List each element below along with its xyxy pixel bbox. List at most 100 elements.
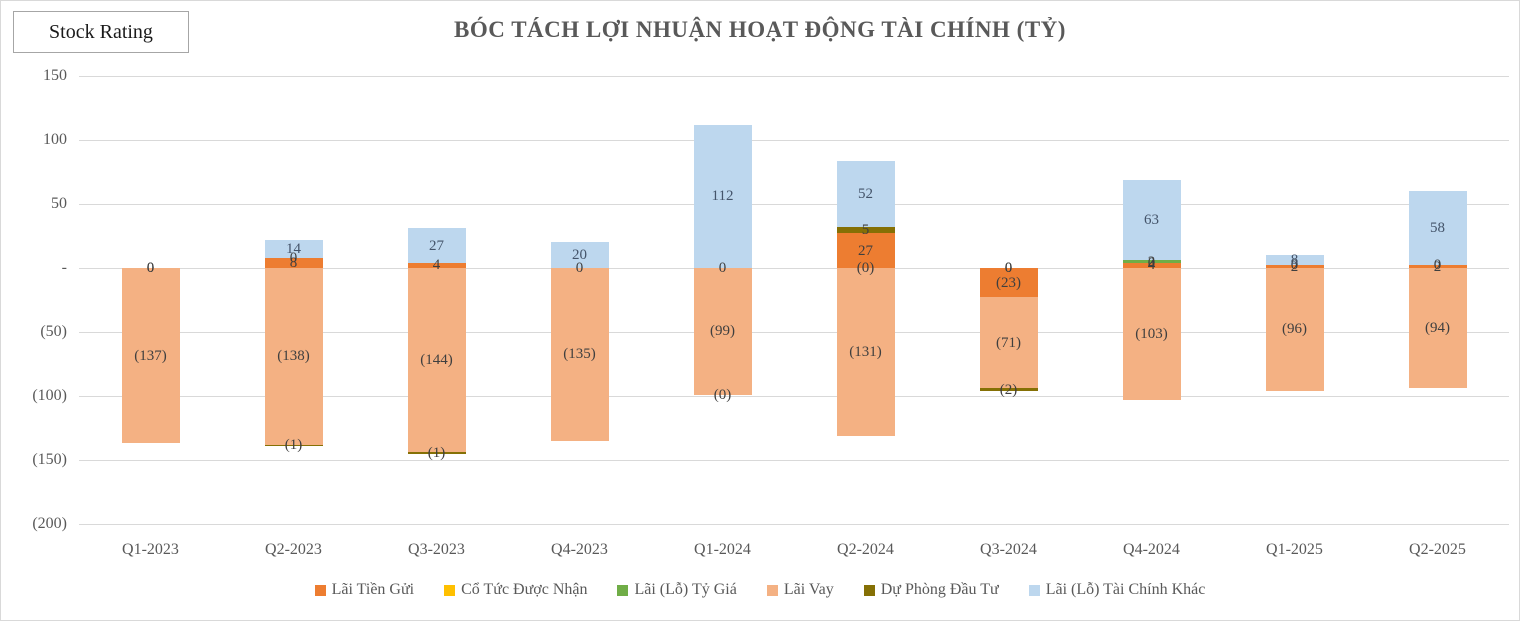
bar-segment-lai-lo-tai-chinh-khac (1122, 179, 1181, 261)
bar-segment-lai-tien-gui (1408, 265, 1467, 268)
bar-label-lai-vay: (94) (1425, 320, 1450, 337)
bar-label-lai-lo-tai-chinh-khac: 58 (1430, 220, 1445, 237)
bar-label-lai-vay: (131) (849, 343, 882, 360)
bar-label-lai-lo-tai-chinh-khac: 52 (858, 185, 873, 202)
bar-segment-du-phong-dau-tu (407, 452, 466, 454)
gridline (79, 524, 1509, 525)
bar-segment-lai-lo-tai-chinh-khac (836, 160, 895, 228)
stock-rating-badge: Stock Rating (13, 11, 189, 53)
gridline (79, 332, 1509, 333)
legend-label-lai-lo-tai-chinh-khac: Lãi (Lỗ) Tài Chính Khác (1045, 581, 1206, 598)
bar-segment-lai-vay (550, 268, 609, 441)
bar-label-lai-lo-tai-chinh-khac: 27 (429, 237, 444, 254)
legend-swatch-lai-tien-gui (314, 584, 326, 596)
bar-label-lai-lo-tai-chinh-khac: 14 (286, 240, 301, 257)
y-tick-label: 150 (43, 67, 67, 84)
gridline (79, 140, 1509, 141)
bar-label-co-tuc-duoc-nhan: 0 (1004, 260, 1013, 276)
legend-swatch-lai-lo-tai-chinh-khac (1028, 584, 1040, 596)
bar-label-lai-vay: (71) (996, 334, 1021, 351)
bar-segment-lai-lo-tai-chinh-khac (1265, 255, 1324, 266)
bar-segment-lai-vay (407, 268, 466, 453)
bar-segment-lai-lo-ty-gia (1122, 260, 1181, 263)
bar-label-lai-tien-gui: 4 (432, 257, 441, 274)
y-tick-label: (150) (32, 451, 67, 468)
bar-segment-lai-vay (1408, 268, 1467, 389)
bar-label-lai-lo-ty-gia: (0) (856, 260, 875, 276)
bar-label-lai-vay: (144) (420, 352, 453, 369)
bar-segment-lai-tien-gui (1265, 265, 1324, 268)
bar-label-du-phong-dau-tu: 5 (861, 222, 870, 239)
gridline (79, 396, 1509, 397)
bar-label-du-phong-dau-tu: (2) (999, 381, 1018, 398)
y-tick-label: (100) (32, 387, 67, 404)
bar-label-lai-vay: (103) (1135, 325, 1168, 342)
x-axis-label: Q1-2023 (122, 541, 179, 558)
y-tick-label: (50) (40, 323, 67, 340)
bar-segment-du-phong-dau-tu (264, 444, 323, 446)
bar-segment-lai-lo-tai-chinh-khac (693, 124, 752, 268)
bar-label-co-tuc-duoc-nhan: 0 (1433, 257, 1442, 274)
bar-label-lai-vay: (96) (1282, 321, 1307, 338)
bar-label-co-tuc-duoc-nhan: 0 (1290, 257, 1299, 274)
legend-label-du-phong-dau-tu: Dự Phòng Đầu Tư (880, 581, 999, 598)
legend: Lãi Tiền Gửi Cổ Tức Được Nhận Lãi (Lỗ) Tỷ … (1, 581, 1519, 599)
bar-label-lai-tien-gui: 4 (1147, 257, 1156, 274)
gridline (79, 460, 1509, 461)
bar-segment-lai-vay (121, 268, 180, 444)
bar-label-lai-tien-gui: 0 (146, 260, 155, 276)
bar-segment-lai-tien-gui (264, 257, 323, 268)
bar-segment-lai-lo-tai-chinh-khac (264, 239, 323, 258)
bar-label-lai-tien-gui: 2 (1290, 258, 1299, 275)
chart-title: BÓC TÁCH LỢI NHUẬN HOẠT ĐỘNG TÀI CHÍNH (… (454, 17, 1066, 42)
x-axis-label: Q3-2024 (980, 541, 1037, 558)
gridline (79, 268, 1509, 269)
bar-label-lai-tien-gui: 0 (575, 260, 584, 276)
bar-label-lai-vay: (138) (277, 348, 310, 365)
legend-item-du-phong-dau-tu: Dự Phòng Đầu Tư (863, 581, 999, 599)
gridline (79, 204, 1509, 205)
y-tick-label: - (61, 259, 67, 276)
bar-label-lai-lo-tai-chinh-khac: 63 (1144, 212, 1159, 228)
bar-segment-lai-tien-gui (1122, 262, 1181, 268)
x-axis-label: Q2-2023 (265, 541, 322, 558)
legend-label-lai-vay: Lãi Vay (783, 581, 834, 598)
bar-label-lai-lo-tai-chinh-khac: 20 (572, 247, 587, 264)
bar-label-lai-tien-gui: 0 (718, 260, 727, 276)
legend-label-co-tuc-duoc-nhan: Cổ Tức Được Nhận (461, 581, 588, 598)
bar-label-lai-vay: (99) (710, 323, 735, 340)
bar-label-lai-lo-ty-gia: 0 (146, 260, 155, 276)
legend-label-lai-lo-ty-gia: Lãi (Lỗ) Tỷ Giá (634, 581, 737, 598)
x-axis-label: Q2-2024 (837, 541, 894, 558)
bar-segment-du-phong-dau-tu (979, 388, 1038, 391)
bar-segment-lai-tien-gui (836, 233, 895, 268)
bar-label-du-phong-dau-tu: (1) (427, 445, 446, 461)
bar-segment-lai-lo-tai-chinh-khac (550, 242, 609, 268)
bar-label-du-phong-dau-tu: (1) (284, 437, 303, 454)
x-axis-label: Q2-2025 (1409, 541, 1466, 558)
legend-item-lai-lo-tai-chinh-khac: Lãi (Lỗ) Tài Chính Khác (1028, 581, 1206, 599)
legend-swatch-co-tuc-duoc-nhan (444, 584, 456, 596)
bar-segment-lai-lo-tai-chinh-khac (1408, 191, 1467, 266)
bar-label-du-phong-dau-tu: (0) (713, 386, 732, 403)
y-tick-label: 100 (43, 131, 67, 148)
bar-label-lai-tien-gui: 2 (1433, 258, 1442, 275)
bar-segment-lai-vay (979, 297, 1038, 389)
bar-label-co-tuc-duoc-nhan: 0 (1147, 254, 1156, 271)
legend-item-co-tuc-duoc-nhan: Cổ Tức Được Nhận (444, 581, 587, 599)
bar-label-lai-vay: (135) (563, 346, 596, 363)
x-axis-label: Q3-2023 (408, 541, 465, 558)
bar-label-lai-lo-ty-gia: 2 (1147, 253, 1156, 270)
bar-label-lai-vay: (137) (134, 347, 167, 364)
bar-label-co-tuc-duoc-nhan: 0 (289, 249, 298, 266)
legend-label-lai-tien-gui: Lãi Tiền Gửi (331, 581, 415, 598)
y-tick-label: (200) (32, 515, 67, 532)
y-tick-label: 50 (51, 195, 67, 212)
stock-rating-label: Stock Rating (49, 20, 153, 43)
bar-segment-lai-vay (1265, 268, 1324, 391)
legend-swatch-lai-lo-ty-gia (617, 584, 629, 596)
legend-item-lai-tien-gui: Lãi Tiền Gửi (314, 581, 415, 599)
bar-segment-lai-tien-gui (979, 268, 1038, 298)
bar-segment-lai-vay (264, 268, 323, 445)
